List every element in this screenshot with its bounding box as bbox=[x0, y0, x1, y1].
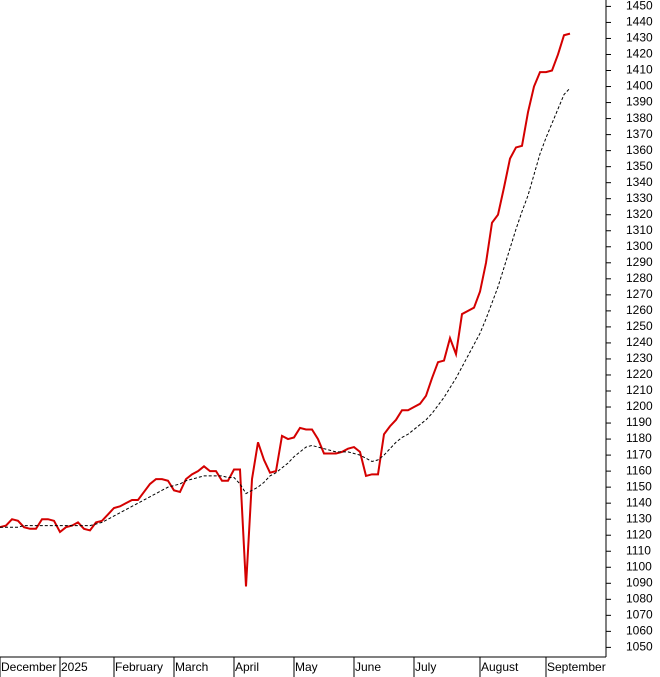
y-tick-label: 1290 bbox=[626, 255, 653, 269]
y-tick-label: 1420 bbox=[626, 47, 653, 61]
y-tick-label: 1400 bbox=[626, 79, 653, 93]
y-tick-label: 1390 bbox=[626, 95, 653, 109]
y-tick-label: 1220 bbox=[626, 367, 653, 381]
y-tick-label: 1060 bbox=[626, 624, 653, 638]
y-tick-label: 1120 bbox=[626, 527, 652, 541]
x-tick-label: June bbox=[355, 660, 381, 674]
y-tick-label: 1210 bbox=[626, 383, 653, 397]
y-tick-label: 1300 bbox=[626, 239, 653, 253]
y-tick-label: 1410 bbox=[626, 63, 653, 77]
y-tick-label: 1070 bbox=[626, 608, 653, 622]
y-tick-label: 1200 bbox=[626, 399, 653, 413]
y-tick-label: 1270 bbox=[626, 287, 653, 301]
x-tick-label: May bbox=[295, 660, 318, 674]
x-tick-label: August bbox=[481, 660, 519, 674]
y-tick-label: 1100 bbox=[626, 559, 652, 573]
y-tick-label: 1440 bbox=[626, 15, 653, 29]
x-tick-label: December bbox=[1, 660, 56, 674]
y-tick-label: 1340 bbox=[626, 175, 653, 189]
y-tick-label: 1370 bbox=[626, 127, 653, 141]
y-tick-label: 1150 bbox=[626, 479, 652, 493]
x-tick-label: February bbox=[115, 660, 163, 674]
y-tick-label: 1080 bbox=[626, 591, 653, 605]
series-line bbox=[0, 32, 571, 587]
y-tick-label: 1320 bbox=[626, 207, 653, 221]
y-tick-label: 1280 bbox=[626, 271, 653, 285]
y-tick-label: 1430 bbox=[626, 31, 653, 45]
y-tick-label: 1090 bbox=[626, 575, 653, 589]
series-line bbox=[0, 87, 571, 528]
y-tick-label: 1330 bbox=[626, 191, 653, 205]
x-tick-label: July bbox=[415, 660, 436, 674]
y-tick-label: 1450 bbox=[626, 0, 653, 13]
y-tick-label: 1310 bbox=[626, 223, 653, 237]
y-tick-label: 1260 bbox=[626, 303, 653, 317]
y-tick-label: 1230 bbox=[626, 351, 653, 365]
y-tick-label: 1380 bbox=[626, 111, 653, 125]
y-tick-label: 1350 bbox=[626, 159, 653, 173]
y-tick-label: 1250 bbox=[626, 319, 653, 333]
x-tick-label: April bbox=[235, 660, 259, 674]
y-tick-label: 1140 bbox=[626, 495, 652, 509]
y-tick-label: 1180 bbox=[626, 431, 652, 445]
x-tick-label: 2025 bbox=[61, 660, 88, 674]
y-tick-label: 1050 bbox=[626, 640, 653, 654]
y-tick-label: 1130 bbox=[626, 511, 652, 525]
y-tick-label: 1240 bbox=[626, 335, 653, 349]
x-tick-label: September bbox=[547, 660, 606, 674]
y-tick-label: 1170 bbox=[626, 447, 652, 461]
x-tick-label: March bbox=[175, 660, 208, 674]
y-tick-label: 1160 bbox=[626, 463, 652, 477]
y-tick-label: 1190 bbox=[626, 415, 652, 429]
y-tick-label: 1360 bbox=[626, 143, 653, 157]
y-tick-label: 1110 bbox=[626, 543, 651, 557]
